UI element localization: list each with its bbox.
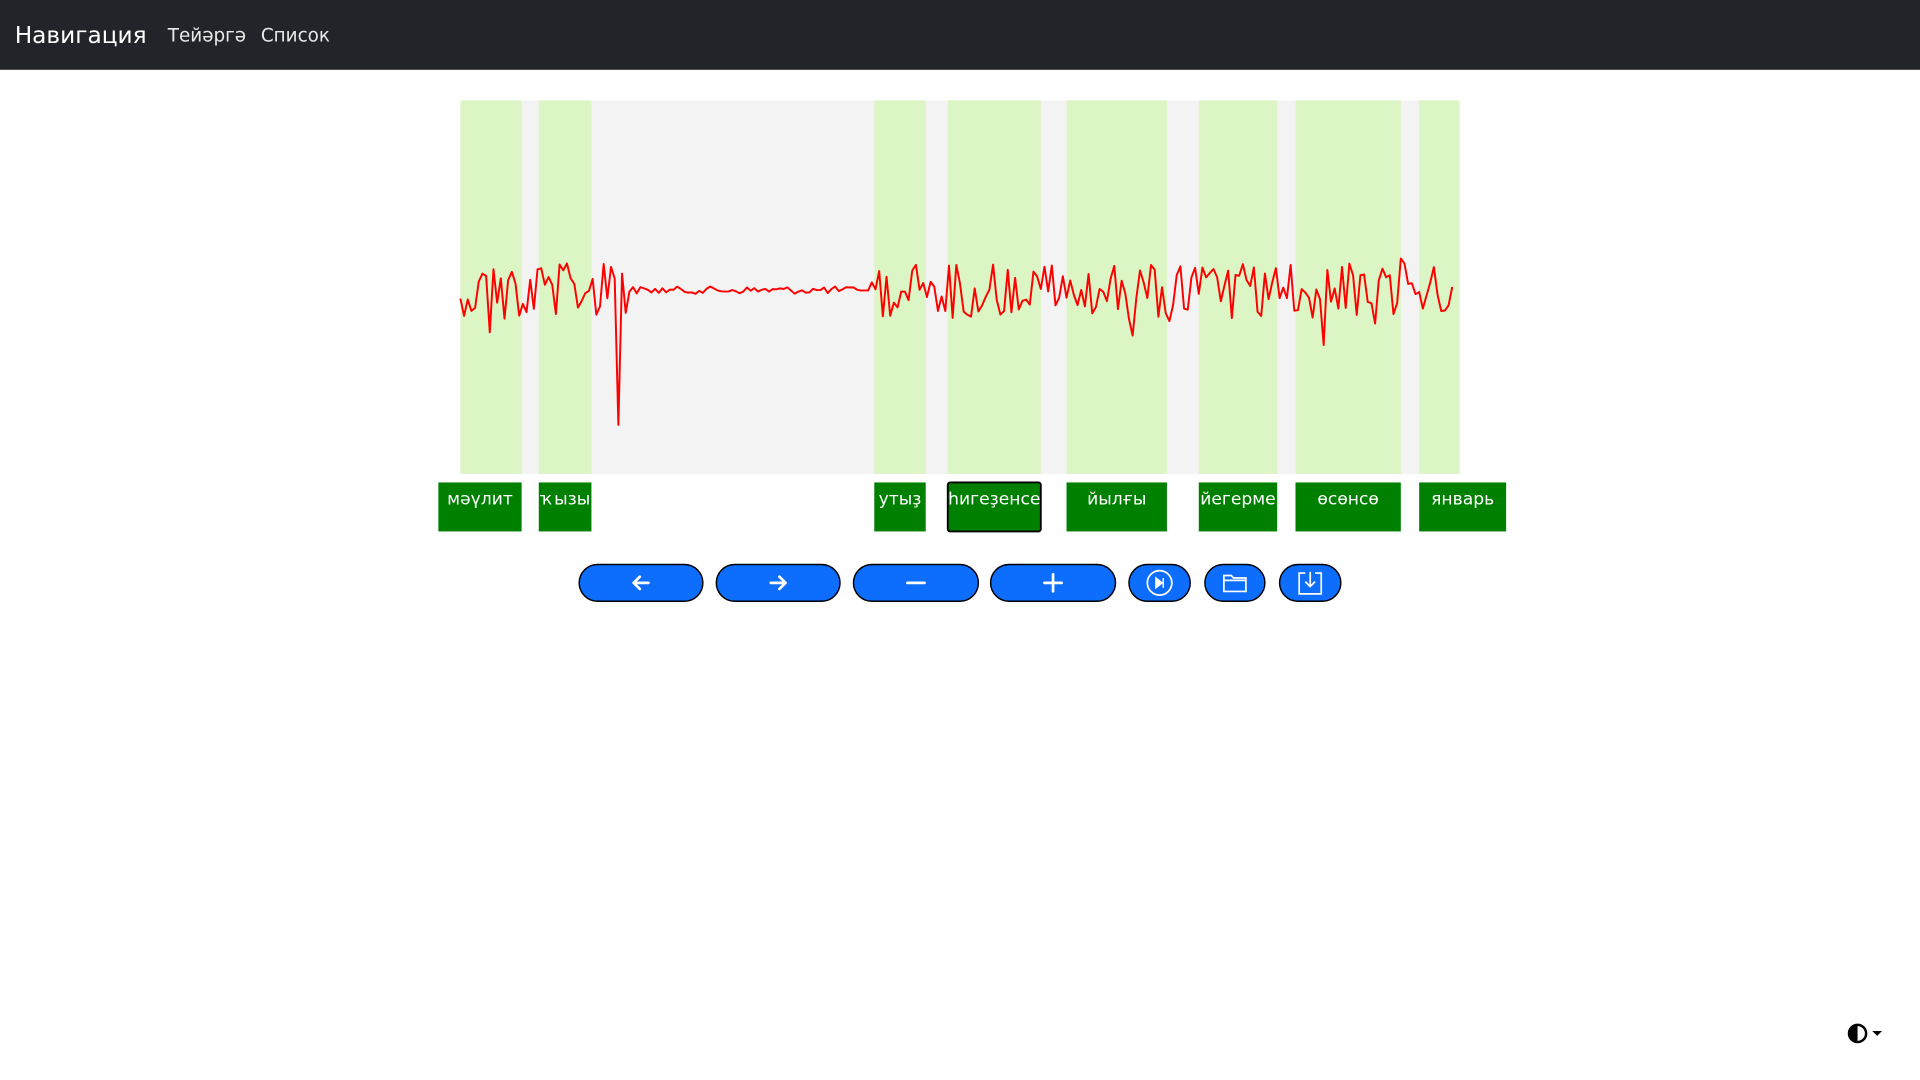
word-region xyxy=(460,100,522,474)
icon xyxy=(1043,572,1063,593)
word-region xyxy=(874,100,926,474)
word-label[interactable]: һигеҙенсе xyxy=(948,490,1040,510)
word-label-box[interactable] xyxy=(1419,482,1507,532)
button-left[interactable] xyxy=(578,563,704,602)
word-label[interactable]: йегерме xyxy=(1200,490,1276,510)
waveform xyxy=(459,257,1454,426)
word-label-box[interactable] xyxy=(874,482,926,532)
button-play[interactable] xyxy=(1128,563,1191,602)
button-folder[interactable] xyxy=(1204,563,1266,602)
word-region xyxy=(1198,100,1278,474)
nav-link[interactable]: Тейәргә xyxy=(167,26,246,47)
icon xyxy=(1223,574,1247,593)
word-label-box[interactable] xyxy=(946,481,1042,533)
icon xyxy=(1146,569,1173,596)
word-label-box[interactable] xyxy=(438,482,522,532)
button-body[interactable] xyxy=(1204,563,1266,602)
word-label[interactable]: январь xyxy=(1431,490,1494,510)
word-label-box[interactable] xyxy=(1198,482,1278,532)
navbar xyxy=(0,0,1920,70)
theme-toggle[interactable] xyxy=(1847,1023,1883,1044)
word-label[interactable]: утыҙ xyxy=(879,490,922,510)
word-region xyxy=(947,100,1041,474)
word-label-box[interactable] xyxy=(538,482,592,532)
icon xyxy=(1155,576,1164,590)
word-labels: мәүлит ҡызы утыҙ һигеҙенсе йылғы йегерме өсөнс… xyxy=(438,481,1507,533)
icon xyxy=(769,575,787,591)
button-right[interactable] xyxy=(715,563,841,602)
button-plus[interactable] xyxy=(989,563,1117,602)
word-label-box[interactable] xyxy=(1295,482,1401,532)
icon xyxy=(1298,571,1323,595)
icon xyxy=(632,575,650,591)
regions xyxy=(460,100,1460,474)
nav-link[interactable]: Список xyxy=(261,26,330,47)
toolbar xyxy=(578,563,1342,602)
button-save[interactable] xyxy=(1278,563,1342,602)
word-label[interactable]: мәүлит xyxy=(447,490,513,510)
word-region xyxy=(538,100,592,474)
button-minus[interactable] xyxy=(852,563,980,602)
word-label[interactable]: йылғы xyxy=(1087,490,1146,510)
word-label[interactable]: ҡызы xyxy=(540,490,590,510)
word-label[interactable]: өсөнсө xyxy=(1317,490,1378,510)
word-region xyxy=(1419,100,1460,474)
word-label-box[interactable] xyxy=(1066,482,1167,532)
brand[interactable]: Навигация xyxy=(15,22,147,49)
